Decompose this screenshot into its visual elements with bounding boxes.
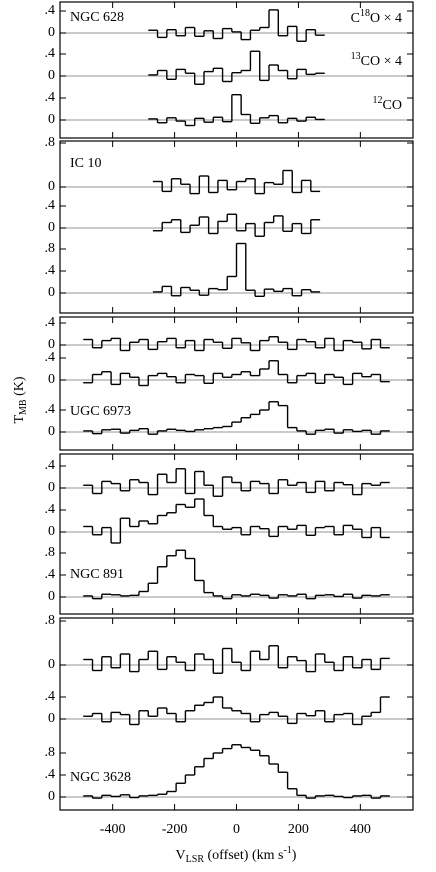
y-tick-label: 0 (48, 179, 55, 194)
y-tick-label: 0 (48, 524, 55, 539)
x-tick-label: 200 (288, 822, 309, 837)
step-connector (156, 94, 317, 126)
y-tick-label: 0 (48, 480, 55, 495)
x-tick-label: -200 (162, 822, 188, 837)
panel-title: NGC 628 (70, 10, 124, 25)
step-connector (156, 9, 317, 42)
step-connector (91, 360, 382, 386)
panel-frame (59, 617, 414, 811)
x-axis-title: VLSR (offset) (km s-1) (176, 845, 297, 865)
y-tick-label: .4 (45, 767, 56, 782)
panel-title: NGC 3628 (70, 770, 131, 785)
step-connector (91, 550, 382, 599)
series-label: 12CO (373, 95, 402, 113)
series-label-part: O × 4 (370, 11, 402, 26)
y-tick-label: 0 (48, 657, 55, 672)
step-connector (91, 401, 382, 435)
y-tick-label: .8 (45, 613, 56, 628)
y-tick-label: .4 (45, 350, 56, 365)
y-tick-label: .4 (45, 3, 56, 18)
panel-frame (59, 453, 414, 615)
series-label-part: CO × 4 (361, 54, 402, 69)
y-tick-label: .4 (45, 458, 56, 473)
y-axis-title-part: (K) (12, 376, 27, 399)
y-axis-title-part: T (12, 415, 27, 424)
panel-frame (59, 1, 414, 139)
step-connector (91, 468, 382, 497)
step-connector (91, 645, 382, 674)
series-label: C18O × 4 (351, 8, 402, 26)
series-label-part: 13 (351, 51, 361, 62)
y-tick-label: .4 (45, 90, 56, 105)
y-tick-label: .8 (45, 135, 56, 150)
y-tick-label: 0 (48, 372, 55, 387)
y-tick-label: .4 (45, 315, 56, 330)
y-tick-label: .8 (45, 545, 56, 560)
y-tick-label: .8 (45, 241, 56, 256)
step-connector (161, 243, 312, 297)
series-label: 13CO × 4 (351, 51, 402, 69)
step-connector (91, 697, 382, 725)
y-tick-label: .4 (45, 402, 56, 417)
y-tick-label: 0 (48, 220, 55, 235)
y-tick-label: .4 (45, 46, 56, 61)
x-tick-label: 0 (233, 822, 240, 837)
y-axis-title-part: MB (18, 399, 29, 415)
y-axis-title: TMB (K) (12, 376, 29, 423)
y-tick-label: 0 (48, 711, 55, 726)
x-axis-title-part: LSR (186, 854, 205, 865)
step-connector (161, 214, 312, 237)
y-tick-label: 0 (48, 337, 55, 352)
x-axis-title-part: (offset) (km s (204, 848, 283, 863)
y-tick-label: 0 (48, 424, 55, 439)
y-tick-label: 0 (48, 789, 55, 804)
step-connector (161, 170, 312, 194)
series-label-part: CO (383, 98, 402, 113)
step-connector (156, 51, 317, 85)
y-tick-label: 0 (48, 285, 55, 300)
x-axis-title-part: -1 (283, 845, 291, 856)
step-connector (91, 744, 382, 799)
y-tick-label: .4 (45, 567, 56, 582)
x-axis-title-part: V (176, 848, 186, 863)
y-tick-label: .4 (45, 502, 56, 517)
panel-title: UGC 6973 (70, 404, 131, 419)
x-tick-label: -400 (100, 822, 126, 837)
y-tick-label: 0 (48, 25, 55, 40)
x-axis-title-part: ) (292, 848, 297, 863)
y-tick-label: 0 (48, 112, 55, 127)
y-tick-label: .8 (45, 745, 56, 760)
y-tick-label: .4 (45, 198, 56, 213)
y-tick-label: 0 (48, 68, 55, 83)
y-tick-label: .4 (45, 263, 56, 278)
series-label-part: C (351, 11, 360, 26)
step-connector (91, 499, 382, 543)
y-tick-label: .4 (45, 689, 56, 704)
y-tick-label: 0 (48, 589, 55, 604)
panel-title: NGC 891 (70, 567, 124, 582)
panel-title: IC 10 (70, 156, 102, 171)
series-label-part: 12 (373, 95, 383, 106)
panel-frame (59, 316, 414, 451)
series-label-part: 18 (360, 8, 370, 19)
panel-frame (59, 140, 414, 314)
step-connector (91, 336, 382, 351)
x-tick-label: 400 (350, 822, 371, 837)
